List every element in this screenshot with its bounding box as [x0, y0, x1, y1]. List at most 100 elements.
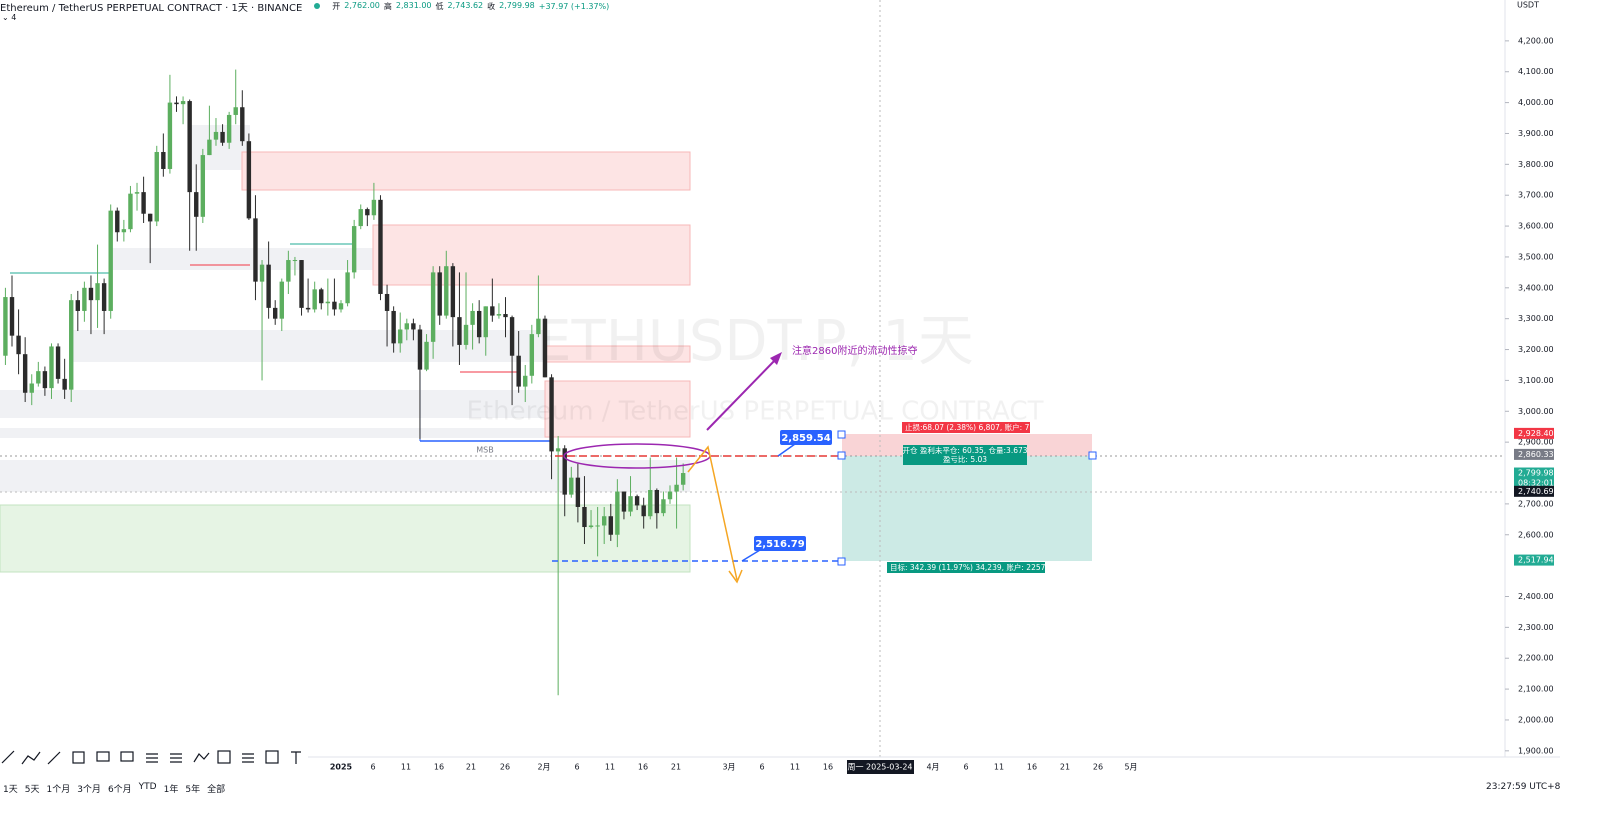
stop-tag	[902, 422, 1030, 433]
level-tag-text: 2,859.54	[781, 433, 830, 444]
level-tag	[754, 536, 806, 551]
drawing-toolbar[interactable]	[0, 746, 308, 770]
candle-body	[358, 209, 363, 227]
ohlc-value: 2,799.98	[499, 0, 535, 10]
timeframe[interactable]: 1个月	[46, 785, 71, 795]
crosshair-date: 周一 2025-03-24	[847, 763, 912, 772]
candle-body	[391, 310, 396, 344]
candle-body	[194, 192, 199, 217]
candle-body	[273, 307, 278, 319]
ohlc-label: 低	[435, 1, 444, 11]
candle-body	[325, 301, 331, 304]
timeframe[interactable]: 5年	[185, 785, 201, 795]
timeframe[interactable]: 1天	[3, 785, 18, 795]
candle-body	[180, 101, 186, 105]
indicator-count[interactable]: ⌄ 4	[2, 13, 17, 22]
y-tick-label: 4,000.00	[1518, 98, 1554, 107]
candle-body	[384, 293, 390, 311]
stop-text: 止损:68.07 (2.38%) 6,807, 账户: 750	[905, 422, 1039, 432]
timeframe[interactable]: 3个月	[77, 785, 101, 795]
candle-body	[351, 226, 357, 273]
candle-body	[82, 287, 87, 311]
gray-zone	[70, 330, 550, 362]
timeframe[interactable]: YTD	[138, 782, 157, 792]
candle-body	[220, 131, 225, 143]
timeframe[interactable]: 全部	[207, 785, 226, 795]
candle-body	[174, 102, 179, 105]
candle-body	[450, 266, 456, 318]
y-tick-label: 4,100.00	[1518, 67, 1554, 76]
msb-label: MSB	[476, 446, 493, 455]
target-tag	[887, 562, 1045, 573]
candle-body	[615, 491, 620, 535]
y-tick-label: 3,400.00	[1518, 283, 1554, 292]
candle-body	[332, 301, 337, 310]
level-tag	[780, 430, 832, 445]
candle-body	[483, 306, 488, 338]
candle-body	[444, 266, 449, 316]
candle-body	[279, 281, 284, 319]
y-tick-label: 3,200.00	[1518, 345, 1554, 354]
target-zone	[842, 456, 1092, 561]
candle-body	[128, 193, 133, 230]
candle-body	[654, 489, 660, 514]
candle-body	[207, 139, 212, 156]
y-tick-label: 3,600.00	[1518, 222, 1554, 231]
candle-body	[470, 310, 475, 325]
candle-body	[562, 448, 567, 495]
candle-body	[549, 377, 554, 452]
y-tick-label: 3,700.00	[1518, 191, 1554, 200]
symbol: Ethereum / TetherUS PERPETUAL CONTRACT ·…	[0, 2, 303, 14]
zones	[0, 125, 691, 573]
candle-body	[16, 335, 21, 355]
ohlc-value: 2,743.62	[447, 0, 484, 10]
x-tick-label: 11	[994, 763, 1004, 772]
price-tag-sub: 08:32:01	[1518, 479, 1554, 488]
timeframe[interactable]: 5天	[24, 785, 40, 795]
candle-body	[213, 131, 219, 140]
candle-body	[22, 354, 28, 393]
candle-body	[430, 272, 436, 342]
candle-body	[266, 264, 271, 308]
candle-body	[226, 114, 232, 143]
candle-body	[108, 210, 113, 311]
candle-body	[292, 260, 298, 262]
price-tag	[1514, 554, 1554, 566]
projection	[687, 445, 738, 581]
candle-body	[115, 210, 120, 233]
candle-body	[338, 303, 344, 310]
candle-body	[582, 506, 587, 528]
header-ohlc: 开 2,762.00 高 2,831.00 低 2,743.62 收 2,799.98	[332, 1, 535, 12]
candle-body	[246, 141, 252, 219]
candle-body	[29, 383, 34, 393]
candle-body	[575, 477, 581, 507]
price-tag-label: 2,517.94	[1518, 556, 1554, 565]
candle-body	[75, 300, 80, 311]
y-tick-label: 2,700.00	[1518, 499, 1554, 508]
candle-body	[523, 375, 528, 387]
candle-body	[200, 155, 206, 217]
candle-body	[312, 289, 317, 310]
timeframe[interactable]: 6个月	[107, 785, 132, 795]
supply-zone	[241, 151, 691, 191]
candle-body	[404, 323, 409, 330]
candle-body	[398, 329, 403, 344]
x-tick-label: 21	[1060, 763, 1070, 772]
x-tick-label: 5月	[1124, 763, 1137, 772]
candle-body	[345, 272, 350, 304]
candle-body	[424, 341, 429, 370]
price-tag-label: 2,799.98	[1518, 469, 1554, 478]
candle-body	[588, 525, 594, 528]
handles	[837, 430, 1097, 566]
candle-body	[536, 318, 541, 335]
x-tick-label: 6	[370, 763, 375, 772]
candle-body	[555, 448, 561, 452]
gray-zone	[0, 428, 550, 438]
candle-body	[365, 209, 370, 216]
crosshair-tag	[847, 760, 914, 774]
timeframe[interactable]: 1年	[163, 785, 179, 795]
candle-body	[101, 283, 107, 311]
candle-body	[154, 151, 159, 222]
projection-head	[728, 569, 743, 584]
candle-body	[602, 516, 607, 526]
